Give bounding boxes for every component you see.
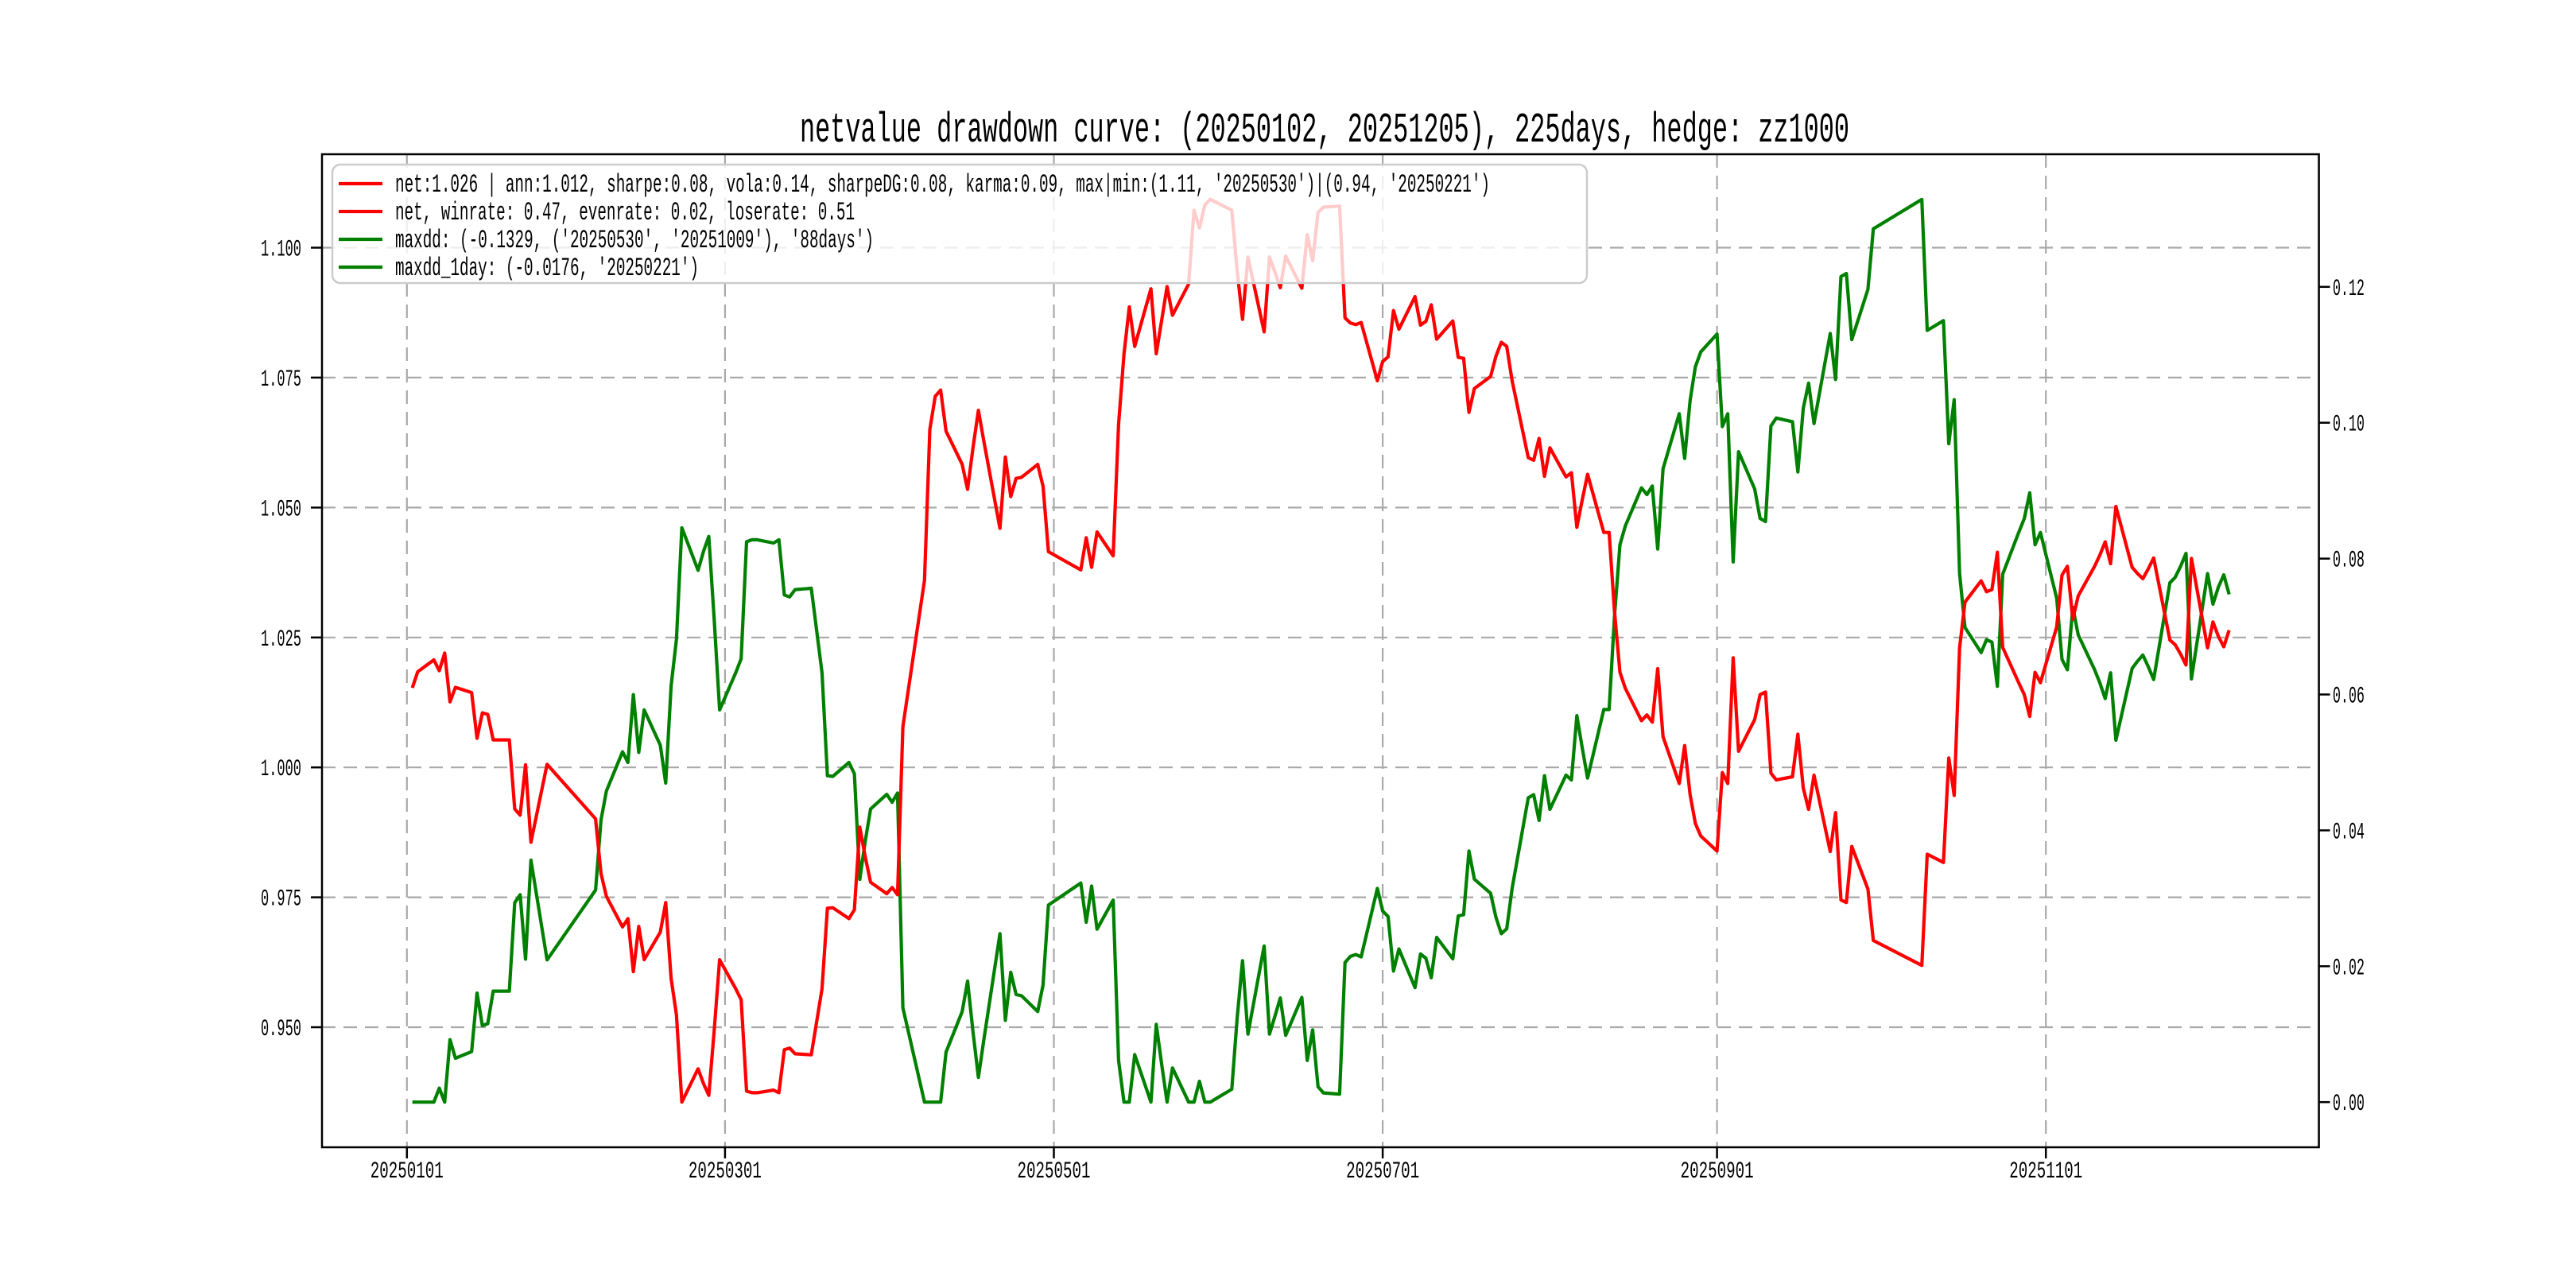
svg-text:0.12: 0.12 <box>2333 276 2365 303</box>
svg-text:1.100: 1.100 <box>261 237 301 264</box>
svg-text:0.975: 0.975 <box>261 886 301 914</box>
svg-text:net, winrate: 0.47, evenrate:: net, winrate: 0.47, evenrate: 0.02, lose… <box>395 198 855 227</box>
svg-text:0.04: 0.04 <box>2333 819 2365 846</box>
svg-text:0.02: 0.02 <box>2333 955 2365 982</box>
svg-text:maxdd_1day: (-0.0176, '2025022: maxdd_1day: (-0.0176, '20250221') <box>395 254 699 283</box>
svg-text:netvalue drawdown curve: (2025: netvalue drawdown curve: (20250102, 2025… <box>800 107 1849 154</box>
svg-text:0.950: 0.950 <box>261 1016 301 1043</box>
svg-text:20250101: 20250101 <box>370 1158 444 1185</box>
svg-text:20250701: 20250701 <box>1346 1158 1419 1185</box>
svg-text:0.00: 0.00 <box>2333 1091 2365 1118</box>
svg-text:1.075: 1.075 <box>261 367 301 394</box>
svg-text:20251101: 20251101 <box>2009 1158 2082 1185</box>
svg-text:20250301: 20250301 <box>689 1158 762 1185</box>
svg-text:0.10: 0.10 <box>2333 412 2365 439</box>
svg-text:20250501: 20250501 <box>1018 1158 1091 1185</box>
svg-text:20250901: 20250901 <box>1681 1158 1754 1185</box>
svg-text:net:1.026 | ann:1.012, sharpe:: net:1.026 | ann:1.012, sharpe:0.08, vola… <box>395 170 1490 200</box>
svg-text:1.000: 1.000 <box>261 756 301 783</box>
svg-text:0.08: 0.08 <box>2333 548 2365 575</box>
svg-text:1.050: 1.050 <box>261 496 301 523</box>
svg-text:maxdd: (-0.1329, ('20250530',: maxdd: (-0.1329, ('20250530', '20251009'… <box>395 226 874 255</box>
svg-text:0.06: 0.06 <box>2333 684 2365 711</box>
svg-text:1.025: 1.025 <box>261 627 301 654</box>
